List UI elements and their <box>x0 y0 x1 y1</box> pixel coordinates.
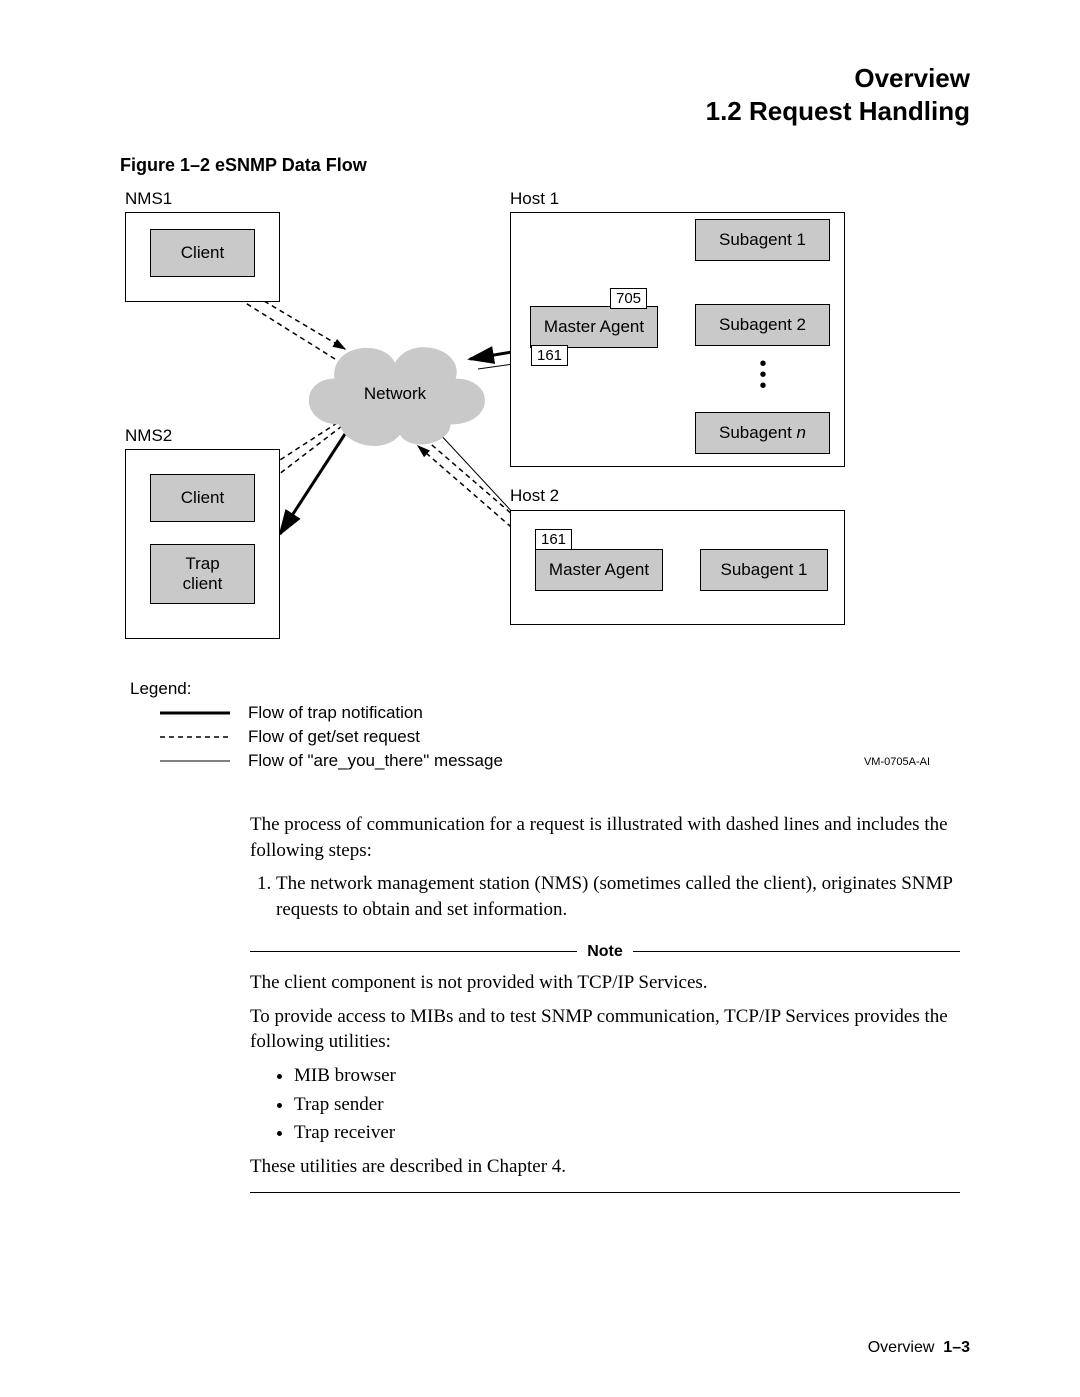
step-1: The network management station (NMS) (so… <box>276 871 960 922</box>
network-cloud: Network <box>290 324 500 464</box>
intro-paragraph: The process of communication for a reque… <box>250 812 960 863</box>
master-agent-1-box: Master Agent <box>530 306 658 348</box>
header-line2: 1.2 Request Handling <box>110 95 970 128</box>
trap-client-box: Trap client <box>150 544 255 604</box>
page-footer: Overview 1–3 <box>0 1339 1080 1357</box>
master-agent-2-box: Master Agent <box>535 549 663 591</box>
figure-code: VM-0705A-AI <box>864 756 930 804</box>
legend-title: Legend: <box>130 679 850 699</box>
footer-page: 1–3 <box>943 1339 970 1356</box>
host1-label: Host 1 <box>510 189 559 209</box>
network-label: Network <box>290 324 500 464</box>
note-label: Note <box>577 941 633 963</box>
client2-box: Client <box>150 474 255 522</box>
bullet-1: MIB browser <box>294 1063 960 1089</box>
legend: Legend: Flow of trap notification Flow o… <box>130 679 850 775</box>
legend-item-1: Flow of trap notification <box>248 703 423 723</box>
bullet-3: Trap receiver <box>294 1120 960 1146</box>
bullet-2: Trap sender <box>294 1092 960 1118</box>
subagent-1-box: Subagent 1 <box>695 219 830 261</box>
subagent-n-box: Subagent n <box>695 412 830 454</box>
client1-box: Client <box>150 229 255 277</box>
note-p2: To provide access to MIBs and to test SN… <box>250 1004 960 1055</box>
footer-label: Overview <box>868 1339 935 1356</box>
nms1-label: NMS1 <box>125 189 172 209</box>
h2-subagent-1-box: Subagent 1 <box>700 549 828 591</box>
body-text: The process of communication for a reque… <box>250 812 960 1193</box>
legend-item-2: Flow of get/set request <box>248 727 420 747</box>
host2-label: Host 2 <box>510 486 559 506</box>
header-line1: Overview <box>110 62 970 95</box>
port-161a: 161 <box>531 345 568 366</box>
note-p1: The client component is not provided wit… <box>250 970 960 996</box>
note-rule-end <box>250 1192 960 1193</box>
note-p3: These utilities are described in Chapter… <box>250 1154 960 1180</box>
legend-item-3: Flow of "are_you_there" message <box>248 751 503 771</box>
port-705: 705 <box>610 288 647 309</box>
page-header: Overview 1.2 Request Handling <box>110 62 970 127</box>
figure-title: Figure 1–2 eSNMP Data Flow <box>120 155 970 176</box>
figure-diagram: Network NMS1 Client NMS2 Client Trap cli… <box>120 194 960 804</box>
nms2-label: NMS2 <box>125 426 172 446</box>
port-161b: 161 <box>535 529 572 550</box>
note-header: Note <box>250 941 960 963</box>
subagent-2-box: Subagent 2 <box>695 304 830 346</box>
